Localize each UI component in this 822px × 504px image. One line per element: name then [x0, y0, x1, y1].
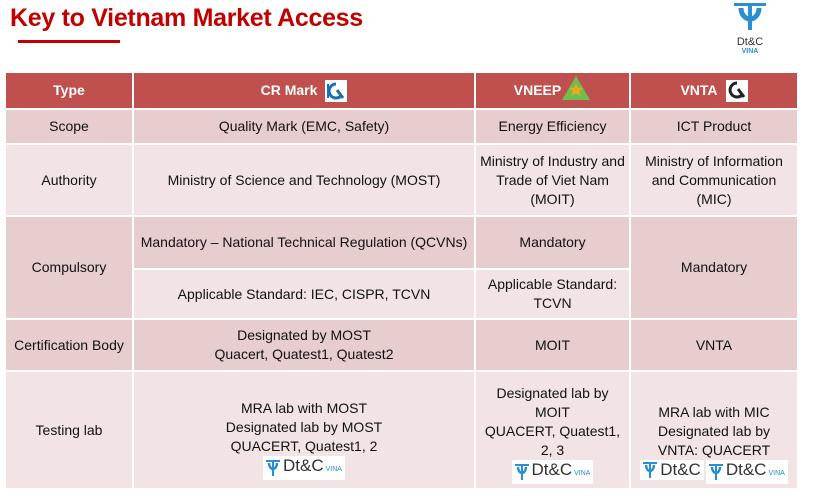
dtc-name: Dt&C [725, 460, 767, 479]
dtc-sub: VINA [325, 465, 342, 473]
dtc-badge: Dt&C VINA [263, 455, 345, 480]
row-label-compulsory: Compulsory [6, 217, 132, 318]
authority-vnta: Ministry of Information and Communicatio… [631, 145, 797, 215]
header-vneep-label: VNEEP [513, 82, 562, 98]
testing-vneep-text: Designated lab by MOIT QUACERT, Quatest1… [484, 385, 621, 458]
dtc-badge: Dt&C VINA [705, 460, 788, 484]
dtc-logo-icon [514, 464, 529, 480]
company-logo: Dt&C VINA [722, 2, 778, 55]
row-label-cert: Certification Body [6, 320, 132, 370]
dtc-logo-icon [266, 459, 281, 476]
cert-vneep: MOIT [476, 320, 629, 370]
compulsory-cr-standard: Applicable Standard: IEC, CISPR, TCVN [134, 270, 474, 318]
row-label-scope: Scope [6, 110, 132, 143]
dtc-sub: VINA [768, 470, 785, 477]
ict-mark-icon [725, 79, 748, 102]
compulsory-vnta: Mandatory [631, 217, 797, 318]
cert-cr: Designated by MOST Quacert, Quatest1, Qu… [134, 320, 474, 370]
testing-cr-text: MRA lab with MOST Designated lab by MOST… [225, 399, 383, 454]
row-label-testing: Testing lab [6, 372, 132, 488]
header-cr-mark: CR Mark [134, 73, 474, 108]
dtc-name: Dt&C [283, 455, 324, 475]
testing-vneep: Designated lab by MOIT QUACERT, Quatest1… [476, 372, 629, 488]
header-vnta-label: VNTA [680, 82, 718, 98]
testing-vnta-text: MRA lab with MIC Designated lab by VNTA:… [657, 404, 771, 458]
authority-vneep: Ministry of Industry and Trade of Viet N… [476, 145, 629, 215]
testing-vnta: MRA lab with MIC Designated lab by VNTA:… [631, 372, 797, 488]
compulsory-vneep-mandatory: Mandatory [476, 217, 629, 268]
brand-name: Dt&C [736, 36, 764, 48]
compulsory-vneep-standard: Applicable Standard: TCVN [476, 270, 629, 318]
cert-vnta: VNTA [631, 320, 797, 370]
brand-sub: VINA [741, 48, 759, 55]
header-cr-label: CR Mark [260, 82, 318, 98]
dtc-badge: Dt&C VINA [511, 460, 594, 484]
row-label-authority: Authority [6, 145, 132, 215]
scope-cr: Quality Mark (EMC, Safety) [134, 110, 474, 143]
dtc-name: Dt&C [660, 460, 701, 479]
compulsory-cr-mandatory: Mandatory – National Technical Regulatio… [134, 217, 474, 268]
scope-vneep: Energy Efficiency [476, 110, 629, 143]
page-title: Key to Vietnam Market Access [10, 4, 363, 32]
cr-mark-icon [325, 79, 348, 102]
dtc-logo-icon [643, 462, 658, 478]
dtc-sub: VINA [574, 470, 591, 477]
dtc-logo-icon [708, 464, 723, 480]
header-vneep: VNEEP [476, 73, 629, 108]
dtc-logo-icon [734, 3, 766, 30]
header-vnta: VNTA [631, 73, 797, 108]
header-type: Type [6, 73, 132, 108]
dtc-badge: Dt&C [640, 460, 704, 480]
testing-cr: MRA lab with MOST Designated lab by MOST… [134, 372, 474, 488]
dtc-name: Dt&C [531, 460, 573, 479]
title-underline [18, 40, 120, 43]
authority-cr: Ministry of Science and Technology (MOST… [134, 145, 474, 215]
scope-vnta: ICT Product [631, 110, 797, 143]
vneep-star-icon [561, 75, 591, 106]
